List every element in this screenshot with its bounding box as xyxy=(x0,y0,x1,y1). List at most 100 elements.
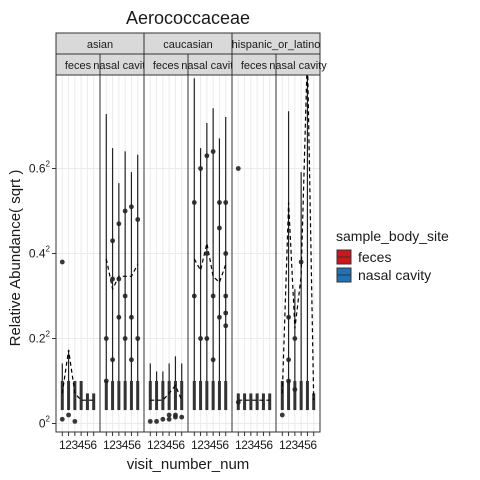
box xyxy=(80,381,83,410)
outlier-point xyxy=(292,387,297,392)
outlier-point xyxy=(223,251,228,256)
y-tick-label: 0.62 xyxy=(29,160,51,176)
outlier-point xyxy=(104,379,109,384)
strip-label-site: nasal cavity xyxy=(181,60,239,72)
strip-label-group: hispanic_or_latino xyxy=(232,39,321,51)
outlier-point xyxy=(148,419,153,424)
y-tick-label: 0.42 xyxy=(29,245,51,261)
box xyxy=(268,393,271,410)
box xyxy=(86,393,89,410)
outlier-point xyxy=(129,357,134,362)
box xyxy=(293,381,296,410)
x-tick-label: 6 xyxy=(134,438,141,452)
outlier-point xyxy=(60,417,65,422)
outlier-point xyxy=(123,209,128,214)
strip-label-site: nasal cavity xyxy=(93,60,151,72)
box xyxy=(287,381,290,410)
box xyxy=(218,381,221,410)
box xyxy=(130,381,133,410)
strip-label-site: feces xyxy=(241,60,268,72)
box xyxy=(180,381,183,410)
box xyxy=(105,381,108,410)
box xyxy=(224,381,227,410)
y-tick-label: 0.22 xyxy=(29,330,51,346)
outlier-point xyxy=(236,166,241,171)
box xyxy=(212,381,215,410)
box xyxy=(92,393,95,410)
x-tick-label: 6 xyxy=(90,438,97,452)
outlier-point xyxy=(110,277,115,282)
box xyxy=(243,393,246,410)
box xyxy=(161,381,164,410)
outlier-point xyxy=(217,315,222,320)
outlier-point xyxy=(129,204,134,209)
legend: sample_body_site feces nasal cavity xyxy=(336,228,449,283)
x-tick-label: 6 xyxy=(178,438,185,452)
outlier-point xyxy=(72,419,77,424)
x-tick-label: 6 xyxy=(222,438,229,452)
outlier-point xyxy=(204,153,209,158)
box xyxy=(149,381,152,410)
outlier-point xyxy=(211,294,216,299)
outlier-point xyxy=(123,294,128,299)
outlier-point xyxy=(60,260,65,265)
legend-label: feces xyxy=(358,249,391,265)
outlier-point xyxy=(173,413,178,418)
legend-item: feces xyxy=(337,249,391,265)
box xyxy=(300,381,303,410)
outlier-point xyxy=(167,413,172,418)
box xyxy=(205,381,208,410)
x-axis-title: visit_number_num xyxy=(127,456,250,473)
box xyxy=(249,393,252,410)
outlier-point xyxy=(66,413,71,418)
box xyxy=(256,393,259,410)
outlier-point xyxy=(223,294,228,299)
outlier-point xyxy=(179,415,184,420)
outlier-point xyxy=(217,200,222,205)
x-tick-label: 6 xyxy=(310,438,317,452)
plot-area: feces nasal cavity feces nasal cavity feces n… xyxy=(29,33,327,452)
box xyxy=(155,381,158,410)
outlier-point xyxy=(204,251,209,256)
box xyxy=(306,381,309,410)
outlier-point xyxy=(116,221,121,226)
outlier-point xyxy=(154,419,159,424)
outlier-point xyxy=(286,315,291,320)
outlier-point xyxy=(223,323,228,328)
outlier-point xyxy=(223,200,228,205)
outlier-point xyxy=(292,336,297,341)
box xyxy=(124,381,127,410)
strip-label-group: asian xyxy=(87,39,113,51)
outlier-point xyxy=(129,315,134,320)
outlier-point xyxy=(192,200,197,205)
outlier-point xyxy=(135,217,140,222)
y-tick-label: 02 xyxy=(39,415,51,431)
chart-title: Aerococcaceae xyxy=(126,8,250,28)
outlier-point xyxy=(236,400,241,405)
outlier-point xyxy=(116,315,121,320)
outlier-point xyxy=(223,311,228,316)
y-axis-title: Relative Abundance( sqrt ) xyxy=(7,170,24,347)
outlier-point xyxy=(299,260,304,265)
outlier-point xyxy=(160,417,165,422)
strip-label-site: feces xyxy=(65,60,92,72)
box xyxy=(67,381,70,410)
outlier-point xyxy=(204,336,209,341)
box xyxy=(136,381,139,410)
strip-label-site: feces xyxy=(153,60,180,72)
legend-title: sample_body_site xyxy=(336,228,449,244)
outlier-point xyxy=(110,238,115,243)
strip-label-group: caucasian xyxy=(163,39,213,51)
outlier-point xyxy=(286,357,291,362)
outlier-point xyxy=(286,379,291,384)
outlier-point xyxy=(280,413,285,418)
legend-item: nasal cavity xyxy=(337,267,431,283)
outlier-point xyxy=(211,149,216,154)
box xyxy=(111,381,114,410)
outlier-point xyxy=(104,336,109,341)
outlier-point xyxy=(123,336,128,341)
outlier-point xyxy=(198,336,203,341)
outlier-point xyxy=(167,417,172,422)
x-tick-label: 6 xyxy=(266,438,273,452)
